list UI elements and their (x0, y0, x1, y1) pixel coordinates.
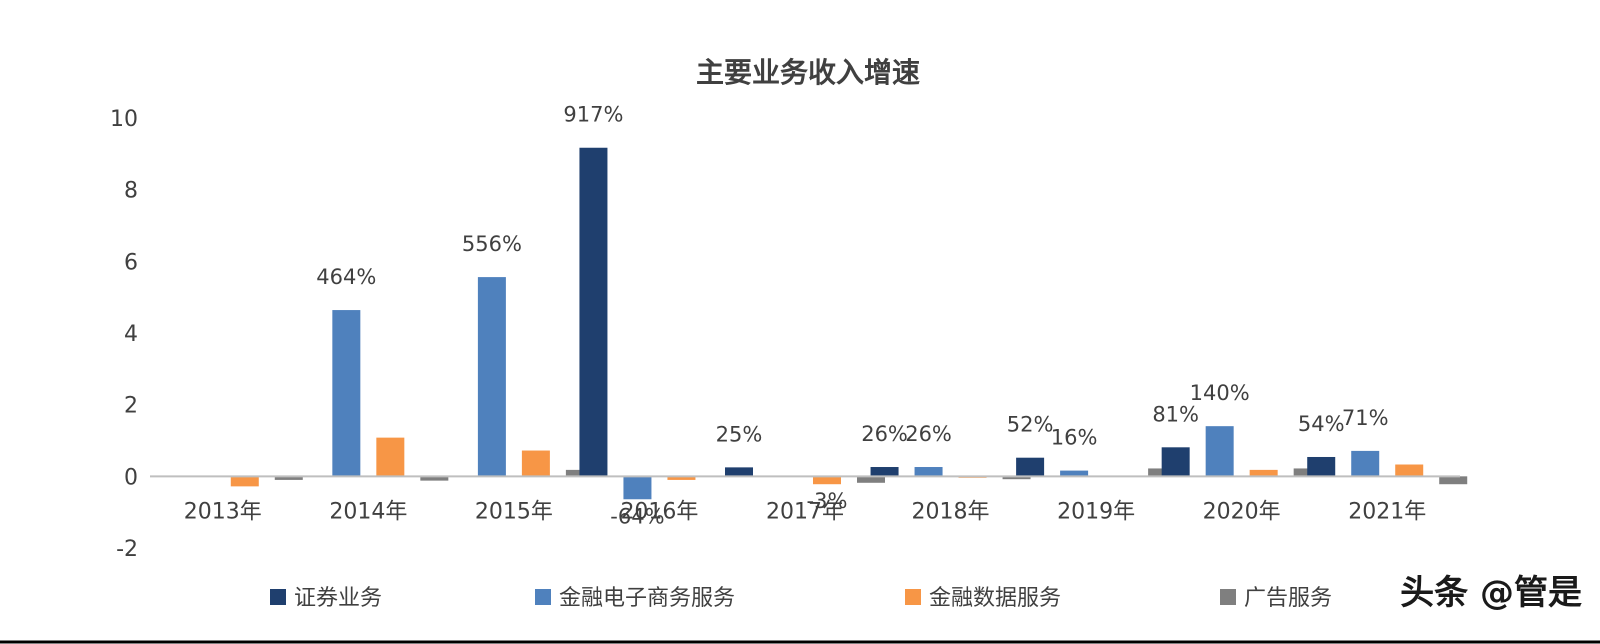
watermark: 头条 @管是 (1400, 573, 1582, 613)
data-label: 917% (563, 103, 623, 127)
x-tick-label: 2013年 (184, 499, 262, 524)
data-labels: 464% 556% 917% -64% 25% -3% 26%26% 52%16% 81%140… (316, 103, 1388, 529)
bar (1249, 469, 1278, 477)
legend-swatch (905, 589, 921, 605)
y-tick-label: 2 (124, 394, 138, 419)
bar (521, 450, 550, 477)
y-tick-label: 8 (124, 179, 138, 204)
bar (857, 476, 885, 483)
bar (376, 437, 405, 477)
data-label: 16% (1051, 426, 1098, 450)
x-tick-label: 2017年 (766, 499, 844, 524)
bar (332, 310, 361, 477)
data-label: 26% (861, 422, 908, 446)
data-label: 26% (905, 422, 952, 446)
legend-item: 金融电子商务服务 (535, 586, 735, 611)
bar (914, 467, 943, 477)
y-tick-label: 6 (124, 250, 138, 275)
bar (1002, 476, 1031, 480)
bar (477, 277, 506, 477)
bar (813, 476, 841, 485)
x-axis: 2013年 2014年 2015年 2016年 2017年 2018年 2019年 2020年… (150, 475, 1460, 524)
data-label: -64% (610, 504, 664, 528)
data-label: 140% (1190, 381, 1250, 405)
legend-swatch (1220, 589, 1236, 605)
legend-item: 证券业务 (270, 586, 382, 611)
x-tick-label: 2019年 (1057, 499, 1135, 524)
data-label: 464% (316, 265, 376, 289)
bar (1205, 426, 1234, 477)
bar (230, 476, 259, 487)
bar (667, 476, 696, 480)
y-tick-label: 10 (110, 107, 138, 132)
data-label: 52% (1007, 413, 1054, 437)
bar (870, 467, 899, 477)
legend: 证券业务 金融电子商务服务 金融数据服务 广告服务 (270, 586, 1332, 611)
bar (1060, 470, 1089, 477)
data-label: 81% (1152, 402, 1199, 426)
y-tick-label: 0 (124, 465, 138, 490)
bar (623, 476, 652, 500)
legend-item: 金融数据服务 (905, 586, 1061, 611)
legend-swatch (535, 589, 551, 605)
x-tick-label: 2014年 (329, 499, 407, 524)
bar (1395, 464, 1424, 477)
y-tick-label: 4 (124, 322, 138, 347)
bar (1161, 447, 1190, 477)
legend-label: 金融数据服务 (929, 586, 1061, 611)
data-label: 71% (1342, 406, 1389, 430)
x-tick-label: 2018年 (912, 499, 990, 524)
legend-item: 广告服务 (1220, 586, 1332, 611)
bar (1351, 450, 1380, 477)
bars (230, 147, 1468, 500)
y-tick-label: -2 (116, 537, 138, 562)
data-label: 25% (716, 422, 763, 446)
chart-title: 主要业务收入增速 (696, 56, 920, 89)
data-label: 54% (1298, 412, 1345, 436)
y-axis: -2 0 2 4 6 8 10 (110, 107, 138, 562)
x-tick-label: 2016年 (620, 499, 698, 524)
legend-label: 广告服务 (1244, 586, 1332, 611)
bar (1439, 476, 1468, 485)
bar (579, 147, 608, 477)
legend-label: 金融电子商务服务 (559, 586, 735, 611)
x-tick-label: 2021年 (1348, 499, 1426, 524)
legend-label: 证券业务 (294, 586, 382, 611)
bar (1016, 457, 1045, 477)
data-label: -3% (807, 489, 848, 513)
x-tick-label: 2015年 (475, 499, 553, 524)
legend-swatch (270, 589, 286, 605)
x-tick-label: 2020年 (1203, 499, 1281, 524)
bar (1307, 456, 1336, 477)
bar (725, 467, 753, 477)
bar (274, 476, 303, 480)
data-label: 556% (462, 232, 522, 256)
bar (420, 476, 449, 481)
